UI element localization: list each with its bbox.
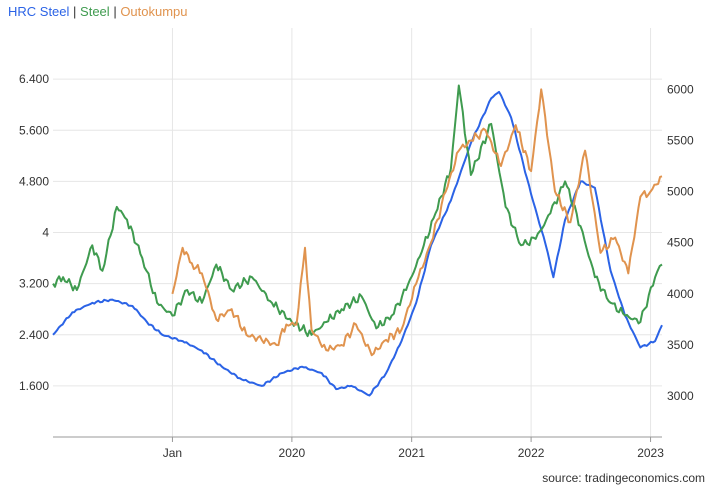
y-right-tick-label: 6000 xyxy=(667,82,694,96)
y-left-tick-label: 1.600 xyxy=(19,379,49,393)
series-line-outokumpu xyxy=(171,88,663,357)
x-tick-label: 2022 xyxy=(518,446,545,460)
chart-legend: HRC Steel | Steel | Outokumpu xyxy=(8,4,188,19)
y-right-tick-label: 3000 xyxy=(667,389,694,403)
series-line-steel xyxy=(52,84,663,338)
legend-item-outokumpu[interactable]: Outokumpu xyxy=(120,4,188,19)
y-left-tick-label: 4.800 xyxy=(19,174,49,188)
y-right-tick-label: 5000 xyxy=(667,185,694,199)
y-right-tick-label: 5500 xyxy=(667,133,694,147)
legend-item-hrc-steel[interactable]: HRC Steel xyxy=(8,4,70,19)
series-line-hrc-steel xyxy=(52,90,663,397)
y-right-tick-label: 4500 xyxy=(667,236,694,250)
y-left-tick-label: 3.200 xyxy=(19,277,49,291)
legend-separator: | xyxy=(113,4,121,19)
x-tick-label: Jan xyxy=(163,446,182,460)
x-tick-label: 2021 xyxy=(398,446,425,460)
y-left-tick-label: 2.400 xyxy=(19,328,49,342)
y-left-tick-label: 6.400 xyxy=(19,72,49,86)
y-left-tick-label: 5.600 xyxy=(19,123,49,137)
x-tick-label: 2023 xyxy=(637,446,664,460)
x-tick-label: 2020 xyxy=(279,446,306,460)
legend-item-steel[interactable]: Steel xyxy=(80,4,110,19)
source-credit: source: tradingeconomics.com xyxy=(542,471,705,485)
legend-separator: | xyxy=(73,4,81,19)
y-right-tick-label: 3500 xyxy=(667,338,694,352)
y-right-tick-label: 4000 xyxy=(667,287,694,301)
y-left-tick-label: 4 xyxy=(42,226,49,240)
